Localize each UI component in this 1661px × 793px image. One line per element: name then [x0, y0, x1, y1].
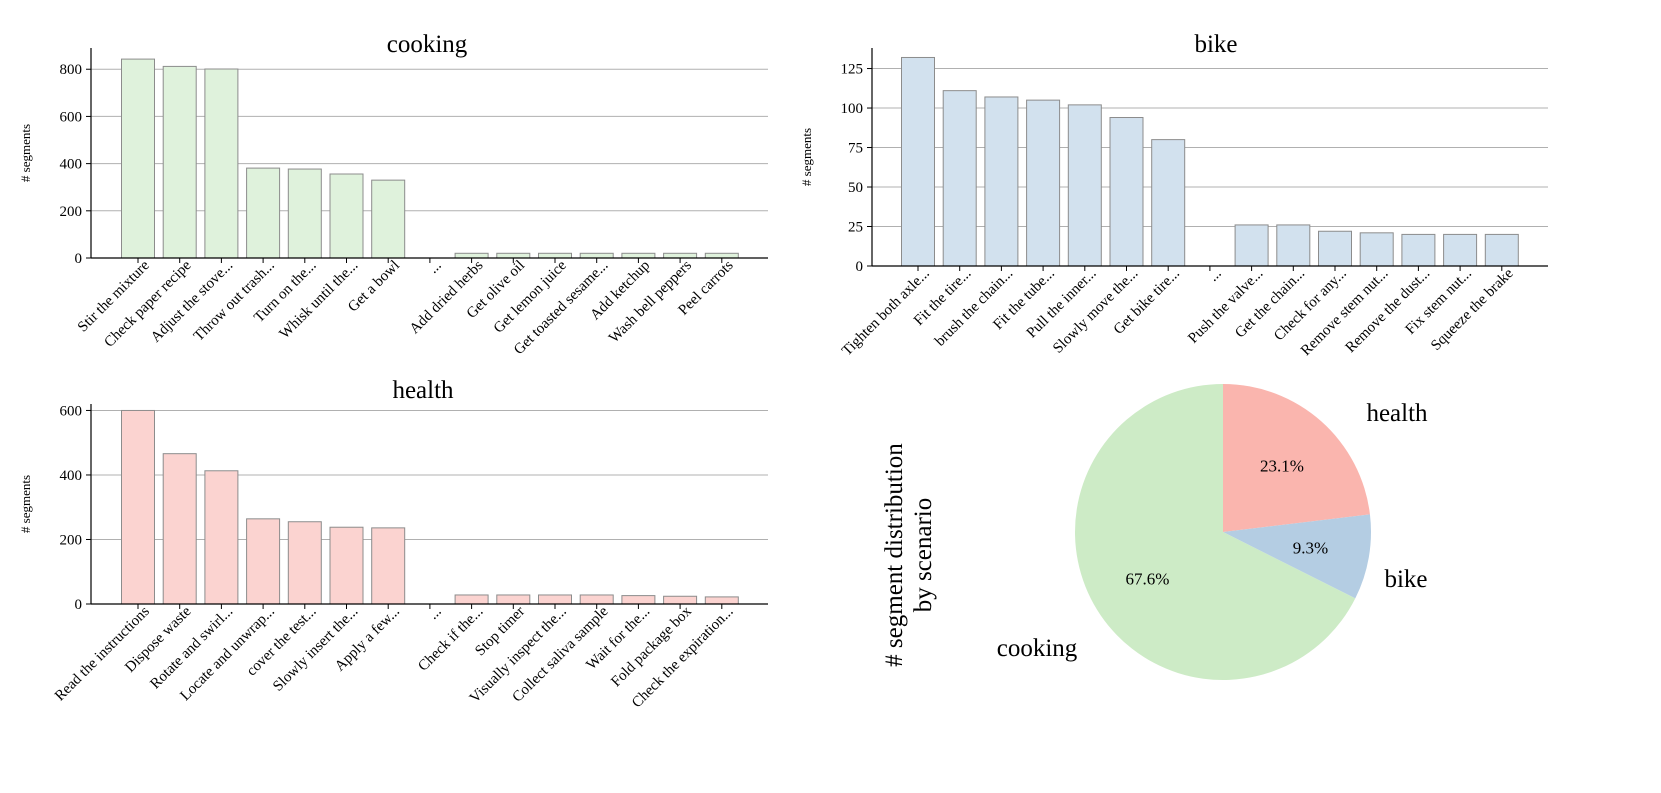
bike-y-tick-label: 100	[841, 101, 864, 117]
bike-x-tick-label: Push the valve...	[1185, 266, 1266, 347]
bike-bar-pull-the-inner	[1067, 104, 1102, 267]
health-bar-slowly-insert-the	[329, 526, 364, 605]
cooking-bar-throw-out-trash	[246, 167, 281, 259]
pie-slice-health	[1223, 384, 1370, 532]
pie-label-bike: bike	[1384, 566, 1427, 593]
cooking-y-tick-label: 600	[60, 109, 83, 125]
health-bar-cover-the-test	[287, 521, 322, 605]
bike-y-tick-label: 25	[848, 220, 863, 236]
bike-y-tick-label: 125	[841, 62, 864, 78]
bike-bar-get-bike-tire	[1151, 139, 1186, 267]
cooking-bar-check-paper-recipe	[162, 65, 197, 259]
bike-y-tick-label: 75	[848, 141, 863, 157]
bike-x-tick-label: ...	[1205, 266, 1224, 285]
cooking-x-tick-label: Add dried herbs	[407, 257, 487, 337]
health-bar-fold-package-box	[663, 595, 698, 605]
health-y-tick-label: 0	[75, 597, 83, 613]
bike-y-axis-label: # segments	[799, 128, 814, 186]
health-bar-check-if-the	[454, 594, 489, 605]
health-x-tick-label: Check if the...	[415, 604, 486, 675]
cooking-y-tick-label: 400	[60, 157, 83, 173]
cooking-title: cooking	[387, 31, 468, 58]
pie-label-cooking: cooking	[997, 635, 1078, 662]
pie-label-health: health	[1366, 400, 1428, 427]
cooking-bar-get-a-bowl	[371, 179, 406, 259]
pie-slice-cooking	[1075, 384, 1356, 680]
bike-title: bike	[1194, 31, 1237, 58]
pie-pct-label-bike: 9.3%	[1293, 538, 1328, 557]
cooking-x-tick-label: Get lemon juice	[491, 257, 570, 336]
bike-y-tick-label: 0	[856, 259, 864, 275]
bike-bar-remove-stem-nut	[1359, 232, 1394, 267]
health-bar-check-the-expiration	[704, 596, 739, 605]
cooking-bar-get-lemon-juice	[538, 252, 572, 259]
pie-pct-label-health: 23.1%	[1260, 457, 1304, 476]
cooking-x-tick-label: Stir the mixture	[75, 257, 153, 335]
health-y-tick-label: 200	[60, 532, 83, 548]
scenario-pie-chart: 23.1% health 9.3% bike 67.6% cooking # segment…	[881, 384, 1428, 680]
cooking-bar-wash-bell-peppers	[663, 252, 698, 259]
cooking-bar-add-ketchup	[621, 252, 656, 259]
bike-x-tick-label: Check for any...	[1271, 266, 1350, 345]
health-bar-apply-a-few	[371, 527, 406, 605]
bike-bar-squeeze-the-brake	[1484, 233, 1519, 267]
health-bar-locate-and-unwrap	[246, 518, 281, 605]
bike-bar-check-for-any	[1318, 230, 1352, 267]
cooking-y-axis-label: # segments	[18, 124, 33, 182]
health-y-tick-label: 600	[60, 403, 83, 419]
cooking-bar-get-toasted-sesame	[579, 252, 614, 259]
health-title: health	[392, 377, 454, 404]
pie-title-line-1: # segment distribution	[881, 443, 908, 667]
cooking-x-tick-label: ...	[425, 258, 444, 277]
cooking-y-tick-label: 0	[75, 251, 83, 267]
health-bar-collect-saliva-sample	[579, 594, 614, 605]
health-bar-dispose-waste	[162, 453, 197, 605]
health-bar-read-the-instructions	[121, 409, 155, 605]
cooking-y-tick-label: 800	[60, 62, 83, 78]
cooking-bar-peel-carrots	[704, 252, 739, 259]
bike-bar-tighten-both-axle	[901, 56, 935, 267]
cooking-bar-adjust-the-stove	[204, 68, 239, 259]
bike-y-tick-label: 50	[848, 180, 863, 196]
health-bar-rotate-and-swirl	[204, 470, 239, 605]
health-y-tick-label: 400	[60, 468, 83, 484]
pie-title-line-2: by scenario	[910, 498, 937, 613]
health-bar-wait-for-the	[621, 595, 656, 605]
bike-bar-push-the-valve	[1234, 224, 1269, 267]
health-x-tick-label: ...	[425, 604, 444, 623]
health-bar-stop-timer	[496, 594, 531, 605]
health-y-axis-label: # segments	[18, 475, 33, 533]
health-bar-visually-inspect-the	[538, 594, 572, 605]
cooking-bar-get-olive-oil	[496, 252, 531, 259]
cooking-bar-add-dried-herbs	[454, 252, 489, 259]
pie-pct-label-cooking: 67.6%	[1125, 570, 1169, 589]
pie-title: # segment distribution by scenario	[881, 443, 937, 667]
cooking-bar-stir-the-mixture	[121, 58, 155, 259]
bike-bar-fix-stem-nut	[1443, 233, 1478, 267]
bike-bar-slowly-move-the	[1109, 117, 1144, 267]
cooking-bar-turn-on-the	[287, 168, 322, 259]
bike-bar-brush-the-chain	[984, 96, 1019, 267]
cooking-bar-whisk-until-the	[329, 173, 364, 259]
cooking-y-tick-label: 200	[60, 204, 83, 220]
bike-bar-get-the-chain	[1276, 224, 1311, 267]
bike-bar-fit-the-tire	[942, 90, 977, 267]
bike-bar-remove-the-dust	[1401, 233, 1436, 267]
bike-bar-fit-the-tube	[1026, 99, 1061, 267]
pie-slice-bike	[1223, 514, 1372, 599]
